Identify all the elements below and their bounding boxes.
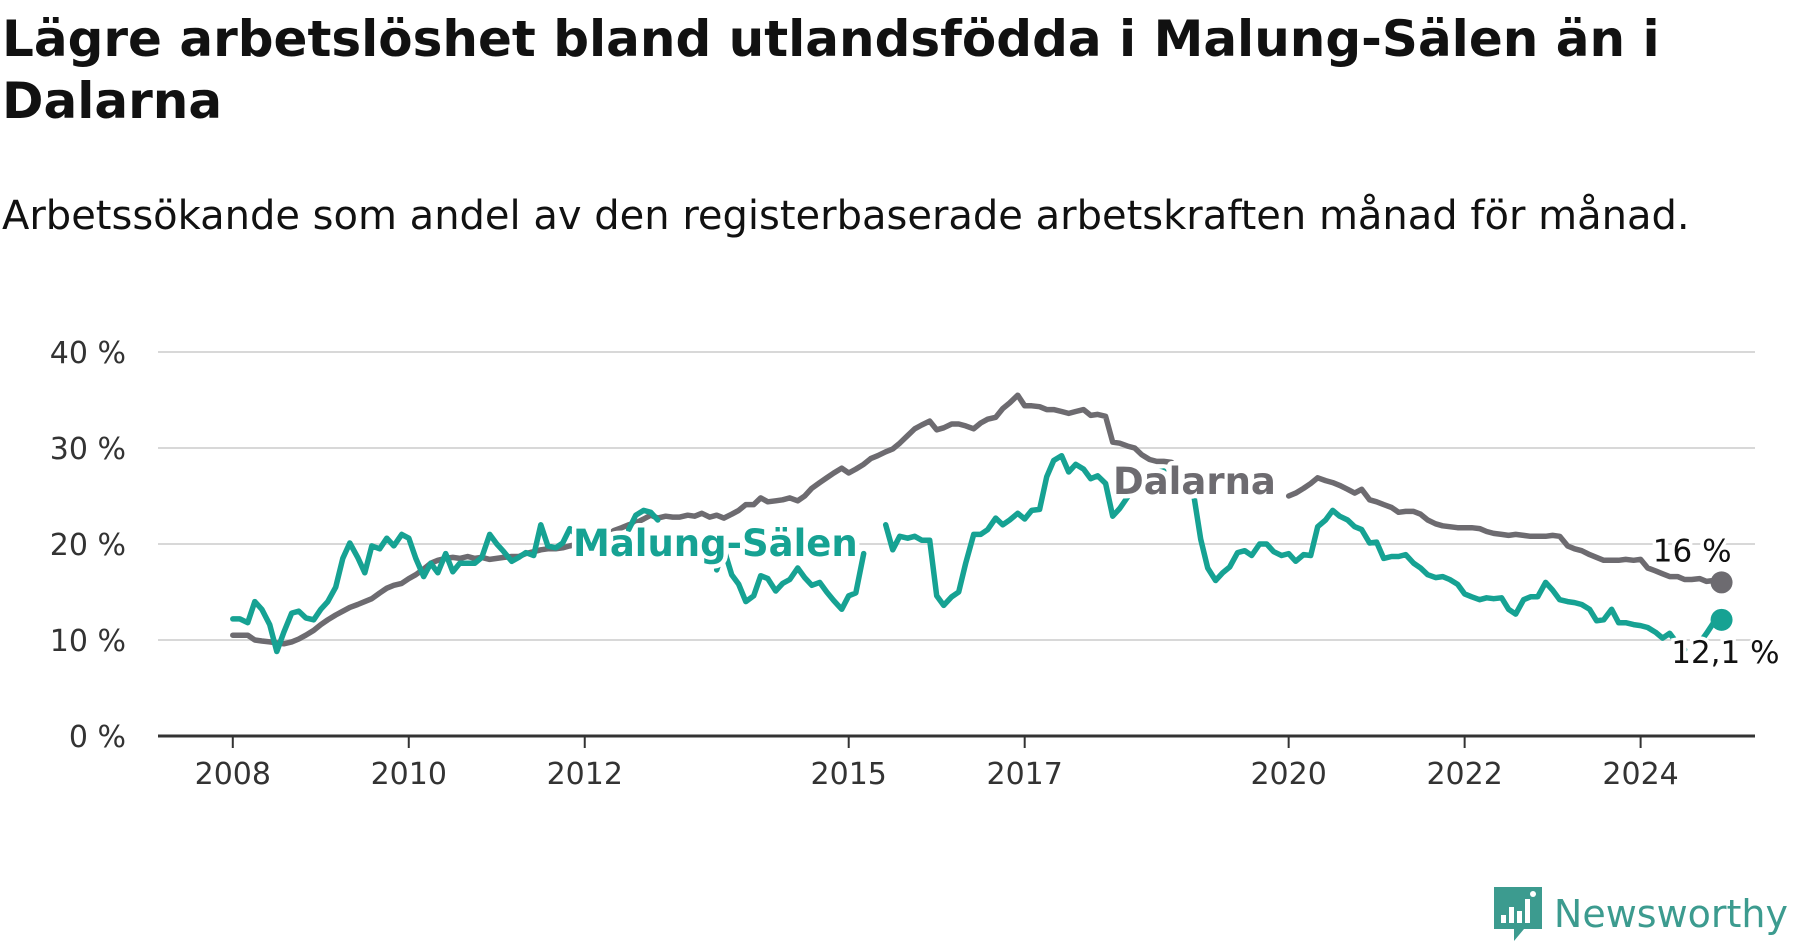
x-tick-label: 2012: [547, 757, 623, 792]
x-tick-label: 2017: [987, 757, 1063, 792]
series-label-dalarna: Dalarna: [1113, 460, 1276, 503]
series-labels: Dalarna Malung-Sälen 16 % 12,1 %: [569, 456, 1784, 675]
y-gridlines: [158, 351, 1755, 641]
end-value-label-dalarna: 16 %: [1653, 533, 1732, 569]
x-tick-label: 2010: [371, 757, 447, 792]
x-axis: 2008 2010 2012 2015 2017 2020 2022 2024: [158, 734, 1755, 792]
series-line-1: [230, 452, 1725, 655]
series-end-point-1: [1710, 608, 1733, 631]
newsworthy-bar-chart-icon: [1493, 887, 1542, 941]
y-tick-label: 40 %: [50, 336, 126, 371]
y-tick-label: 30 %: [50, 432, 126, 467]
y-tick-label: 20 %: [50, 528, 126, 563]
x-tick-label: 2015: [811, 757, 887, 792]
series-lines: [230, 392, 1733, 655]
y-tick-label: 0 %: [69, 720, 126, 755]
newsworthy-logo: Newsworthy: [1492, 885, 1788, 943]
y-tick-label: 10 %: [50, 624, 126, 659]
chart-subtitle: Arbetssökande som andel av den registerb…: [2, 193, 1690, 239]
x-tick-label: 2020: [1250, 757, 1326, 792]
x-tick-label: 2022: [1426, 757, 1502, 792]
y-axis-ticks: 0 % 10 % 20 % 30 % 40 %: [50, 336, 126, 755]
series-end-point-0: [1710, 571, 1733, 594]
newsworthy-logo-text: Newsworthy: [1553, 892, 1788, 936]
chart-title: Lägre arbetslöshet bland utlandsfödda i …: [2, 10, 1660, 130]
end-value-label-malung-salen: 12,1 %: [1671, 635, 1779, 671]
series-line-0: [230, 392, 1725, 647]
x-tick-label: 2008: [195, 757, 271, 792]
series-label-malung-salen: Malung-Sälen: [573, 522, 858, 565]
x-tick-label: 2024: [1602, 757, 1678, 792]
